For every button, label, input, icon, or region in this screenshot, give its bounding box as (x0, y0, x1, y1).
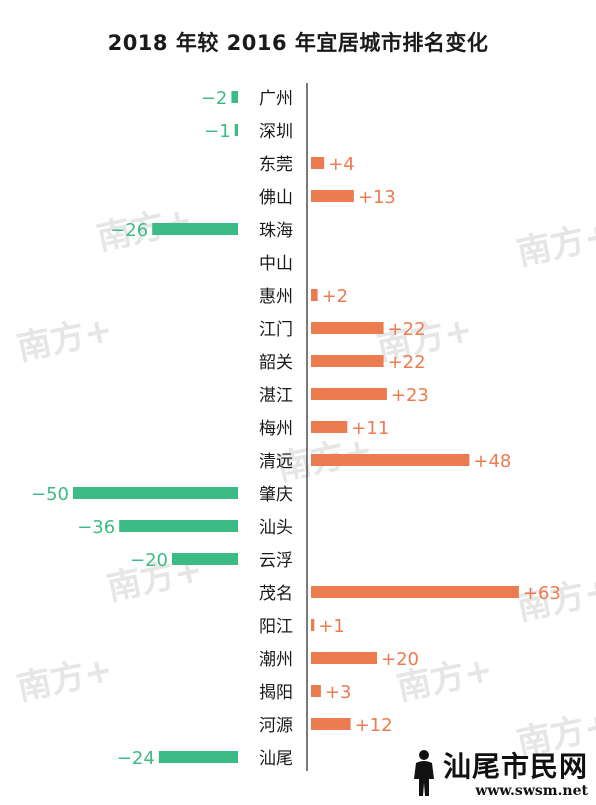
brand-name: 汕尾市民网 (442, 750, 588, 783)
bar-positive (311, 322, 384, 334)
labels-layer: −2 −1 +4+13 −26 +2 +22 +22 +23+11 +48 −50 −36 −20 +6… (31, 88, 561, 769)
category-label: 云浮 (259, 551, 293, 571)
category-label: 湛江 (259, 386, 293, 406)
value-label: +13 (358, 187, 396, 208)
bar-positive (311, 586, 519, 598)
bar-negative (73, 487, 238, 499)
watermark-text: 南方+ (14, 310, 117, 369)
category-label: 河源 (259, 716, 293, 736)
site-logo: 汕尾市民网 www.swsm.net (442, 750, 588, 800)
value-label: −1 (204, 121, 231, 142)
category-label: 江门 (259, 320, 293, 340)
watermark-layer: 南方+ 南方+南方+ 南方+南方+南方+ 南方+南方+ 南方+南方+ (14, 200, 596, 764)
bar-positive (311, 652, 377, 664)
bar-negative (234, 124, 238, 136)
category-label: 深圳 (259, 122, 293, 142)
value-label: +1 (318, 616, 345, 637)
category-label: 佛山 (259, 188, 293, 208)
bar-positive (311, 619, 315, 631)
category-label: 潮州 (259, 650, 293, 670)
category-label: 汕尾 (259, 749, 293, 769)
bar-positive (311, 454, 470, 466)
value-label: +2 (322, 286, 349, 307)
value-label: +22 (388, 352, 426, 373)
category-label: 汕头 (259, 518, 293, 538)
category-label: 揭阳 (259, 683, 293, 703)
bars-layer (73, 91, 519, 763)
bar-positive (311, 157, 325, 169)
person-silhouette-icon (414, 750, 434, 796)
categories-layer: 广州深圳东莞佛山珠海中山惠州江门韶关湛江梅州清远肇庆汕头云浮茂名阳江潮州揭阳河源… (259, 89, 293, 769)
site-url: www.swsm.net (475, 783, 588, 799)
value-label: −50 (31, 484, 69, 505)
category-label: 中山 (259, 254, 293, 274)
category-label: 清远 (259, 452, 293, 472)
watermark-text: 南方+ (514, 215, 596, 274)
value-label: +11 (351, 418, 389, 439)
value-label: +22 (388, 319, 426, 340)
value-label: −20 (130, 550, 168, 571)
bar-negative (158, 751, 238, 763)
watermark-text: 南方+ (14, 650, 117, 709)
value-label: −26 (110, 220, 148, 241)
category-label: 东莞 (259, 155, 293, 175)
category-label: 广州 (259, 89, 293, 109)
bar-positive (311, 388, 387, 400)
value-label: −24 (117, 748, 155, 769)
bar-positive (311, 289, 318, 301)
value-label: +23 (391, 385, 429, 406)
bar-negative (172, 553, 238, 565)
bar-negative (119, 520, 238, 532)
bar-positive (311, 421, 348, 433)
category-label: 肇庆 (259, 485, 293, 505)
bar-negative (231, 91, 238, 103)
category-label: 珠海 (259, 221, 293, 241)
chart-title: 2018 年较 2016 年宜居城市排名变化 (107, 31, 489, 55)
bar-positive (311, 355, 384, 367)
bar-positive (311, 718, 351, 730)
category-label: 茂名 (259, 584, 293, 604)
bar-negative (152, 223, 238, 235)
value-label: +12 (355, 715, 393, 736)
value-label: +20 (381, 649, 419, 670)
bar-positive (311, 685, 321, 697)
value-label: −2 (201, 88, 228, 109)
value-label: +3 (325, 682, 352, 703)
value-label: +48 (473, 451, 511, 472)
category-label: 惠州 (259, 287, 293, 307)
category-label: 阳江 (259, 617, 293, 637)
value-label: +4 (328, 154, 355, 175)
value-label: −36 (77, 517, 115, 538)
category-label: 梅州 (259, 419, 293, 439)
value-label: +63 (523, 583, 561, 604)
bar-positive (311, 190, 354, 202)
category-label: 韶关 (259, 353, 293, 373)
